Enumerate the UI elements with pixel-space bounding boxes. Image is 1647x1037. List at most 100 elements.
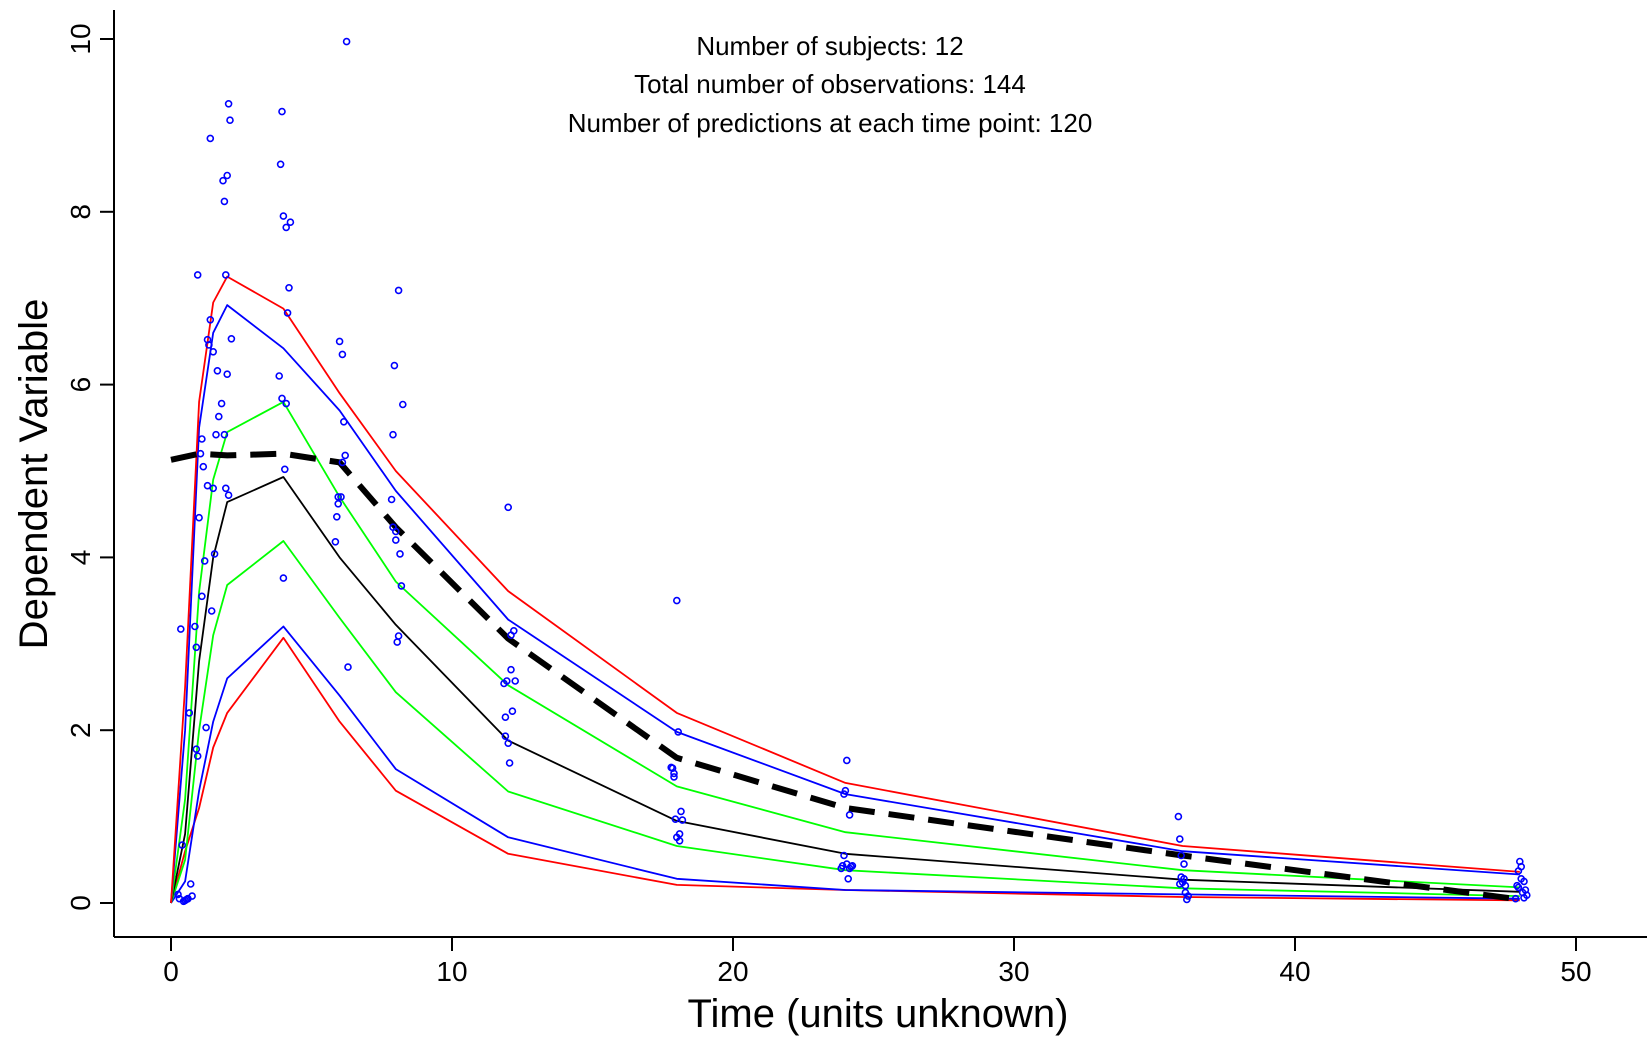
observation-point (1174, 812, 1183, 821)
observation-point (203, 335, 212, 344)
observation-point (1517, 862, 1525, 871)
observation-point (1520, 893, 1528, 902)
y-tick-label: 4 (65, 550, 96, 566)
observation-point (678, 816, 687, 824)
observation-point (334, 493, 343, 501)
x-axis-title: Time (units unknown) (688, 992, 1069, 1036)
annotations: Number of subjects: 12 Total number of o… (568, 31, 1093, 138)
x-tick-label: 50 (1560, 956, 1591, 987)
y-tick-label: 0 (65, 895, 96, 911)
observation-point (178, 841, 186, 849)
series-line (170, 540, 1520, 904)
observation-point (222, 484, 230, 493)
observation-point (174, 890, 182, 899)
x-tick-label: 30 (998, 956, 1029, 987)
y-tick-label: 10 (65, 23, 96, 54)
observation-point (334, 499, 343, 508)
observation-point (332, 512, 341, 521)
observation-point (338, 458, 347, 467)
observation-point (279, 212, 288, 220)
observation-point (206, 315, 215, 324)
observation-point (206, 134, 215, 143)
observation-point (207, 607, 216, 615)
observation-point (198, 592, 206, 601)
observation-point (391, 527, 400, 536)
observation-point (200, 557, 209, 565)
observation-point (286, 218, 295, 226)
observation-point (191, 622, 199, 631)
observation-point (1514, 883, 1523, 892)
observation-point (844, 874, 853, 883)
observation-point (331, 537, 340, 546)
observation-point (219, 176, 227, 185)
observation-point (842, 756, 851, 765)
series-layer (170, 275, 1521, 904)
observation-point (283, 309, 292, 317)
observation-point (397, 582, 406, 590)
observation-point (209, 484, 217, 493)
observation-point (387, 495, 396, 504)
x-tick-label: 20 (717, 956, 748, 987)
observation-point (1176, 880, 1184, 888)
axes: 0 10 20 30 40 50 0 2 4 6 8 10 (65, 10, 1647, 987)
observation-point (337, 493, 345, 501)
observation-point (198, 435, 206, 443)
observation-point (202, 723, 210, 732)
observation-point (505, 759, 514, 767)
observation-point (282, 399, 291, 408)
observation-point (511, 677, 520, 685)
observation-point (199, 462, 208, 471)
observation-point (177, 625, 185, 633)
observation-point (1177, 851, 1185, 860)
observation-point (670, 773, 678, 781)
observation-point (227, 334, 236, 343)
observation-point (671, 815, 680, 824)
observation-point (1176, 835, 1184, 843)
observation-point (186, 880, 195, 888)
observation-point (507, 665, 515, 674)
observation-point (672, 596, 681, 605)
observation-point (223, 370, 231, 379)
observation-point (285, 283, 293, 292)
y-tick-label: 8 (65, 204, 96, 220)
observation-point (389, 430, 397, 439)
observation-point (845, 864, 854, 873)
observation-point (220, 197, 229, 206)
observation-point (188, 892, 196, 900)
series-line (170, 400, 1520, 904)
observation-point (213, 366, 222, 375)
observation-point (1181, 888, 1190, 897)
observation-point (338, 350, 347, 359)
observation-point (501, 732, 510, 741)
annotation-observations: Total number of observations: 144 (634, 69, 1026, 99)
observation-point (398, 400, 407, 409)
observation-point (276, 160, 285, 169)
observation-point (675, 830, 684, 838)
observation-point (193, 752, 202, 760)
y-tick-label: 6 (65, 377, 96, 393)
observation-point (394, 632, 403, 640)
y-axis-title: Dependent Variable (12, 299, 56, 650)
observation-point (192, 643, 201, 652)
observation-point (1180, 874, 1188, 883)
observation-point (195, 513, 203, 522)
observation-point (675, 836, 684, 845)
observation-point (278, 107, 286, 116)
observation-point (393, 638, 402, 646)
observation-point (224, 100, 233, 108)
observation-point (677, 807, 685, 816)
observation-point (1180, 860, 1188, 868)
observation-point (674, 728, 683, 736)
observation-point (279, 574, 288, 582)
observation-point (1511, 894, 1520, 903)
observation-point (212, 430, 220, 439)
observation-point (193, 271, 202, 279)
observation-point (1517, 874, 1525, 883)
observation-point (508, 707, 517, 716)
observation-point (504, 739, 513, 748)
observation-point (282, 223, 291, 232)
observation-point (223, 171, 231, 180)
observation-point (504, 503, 513, 512)
observation-point (192, 745, 201, 754)
